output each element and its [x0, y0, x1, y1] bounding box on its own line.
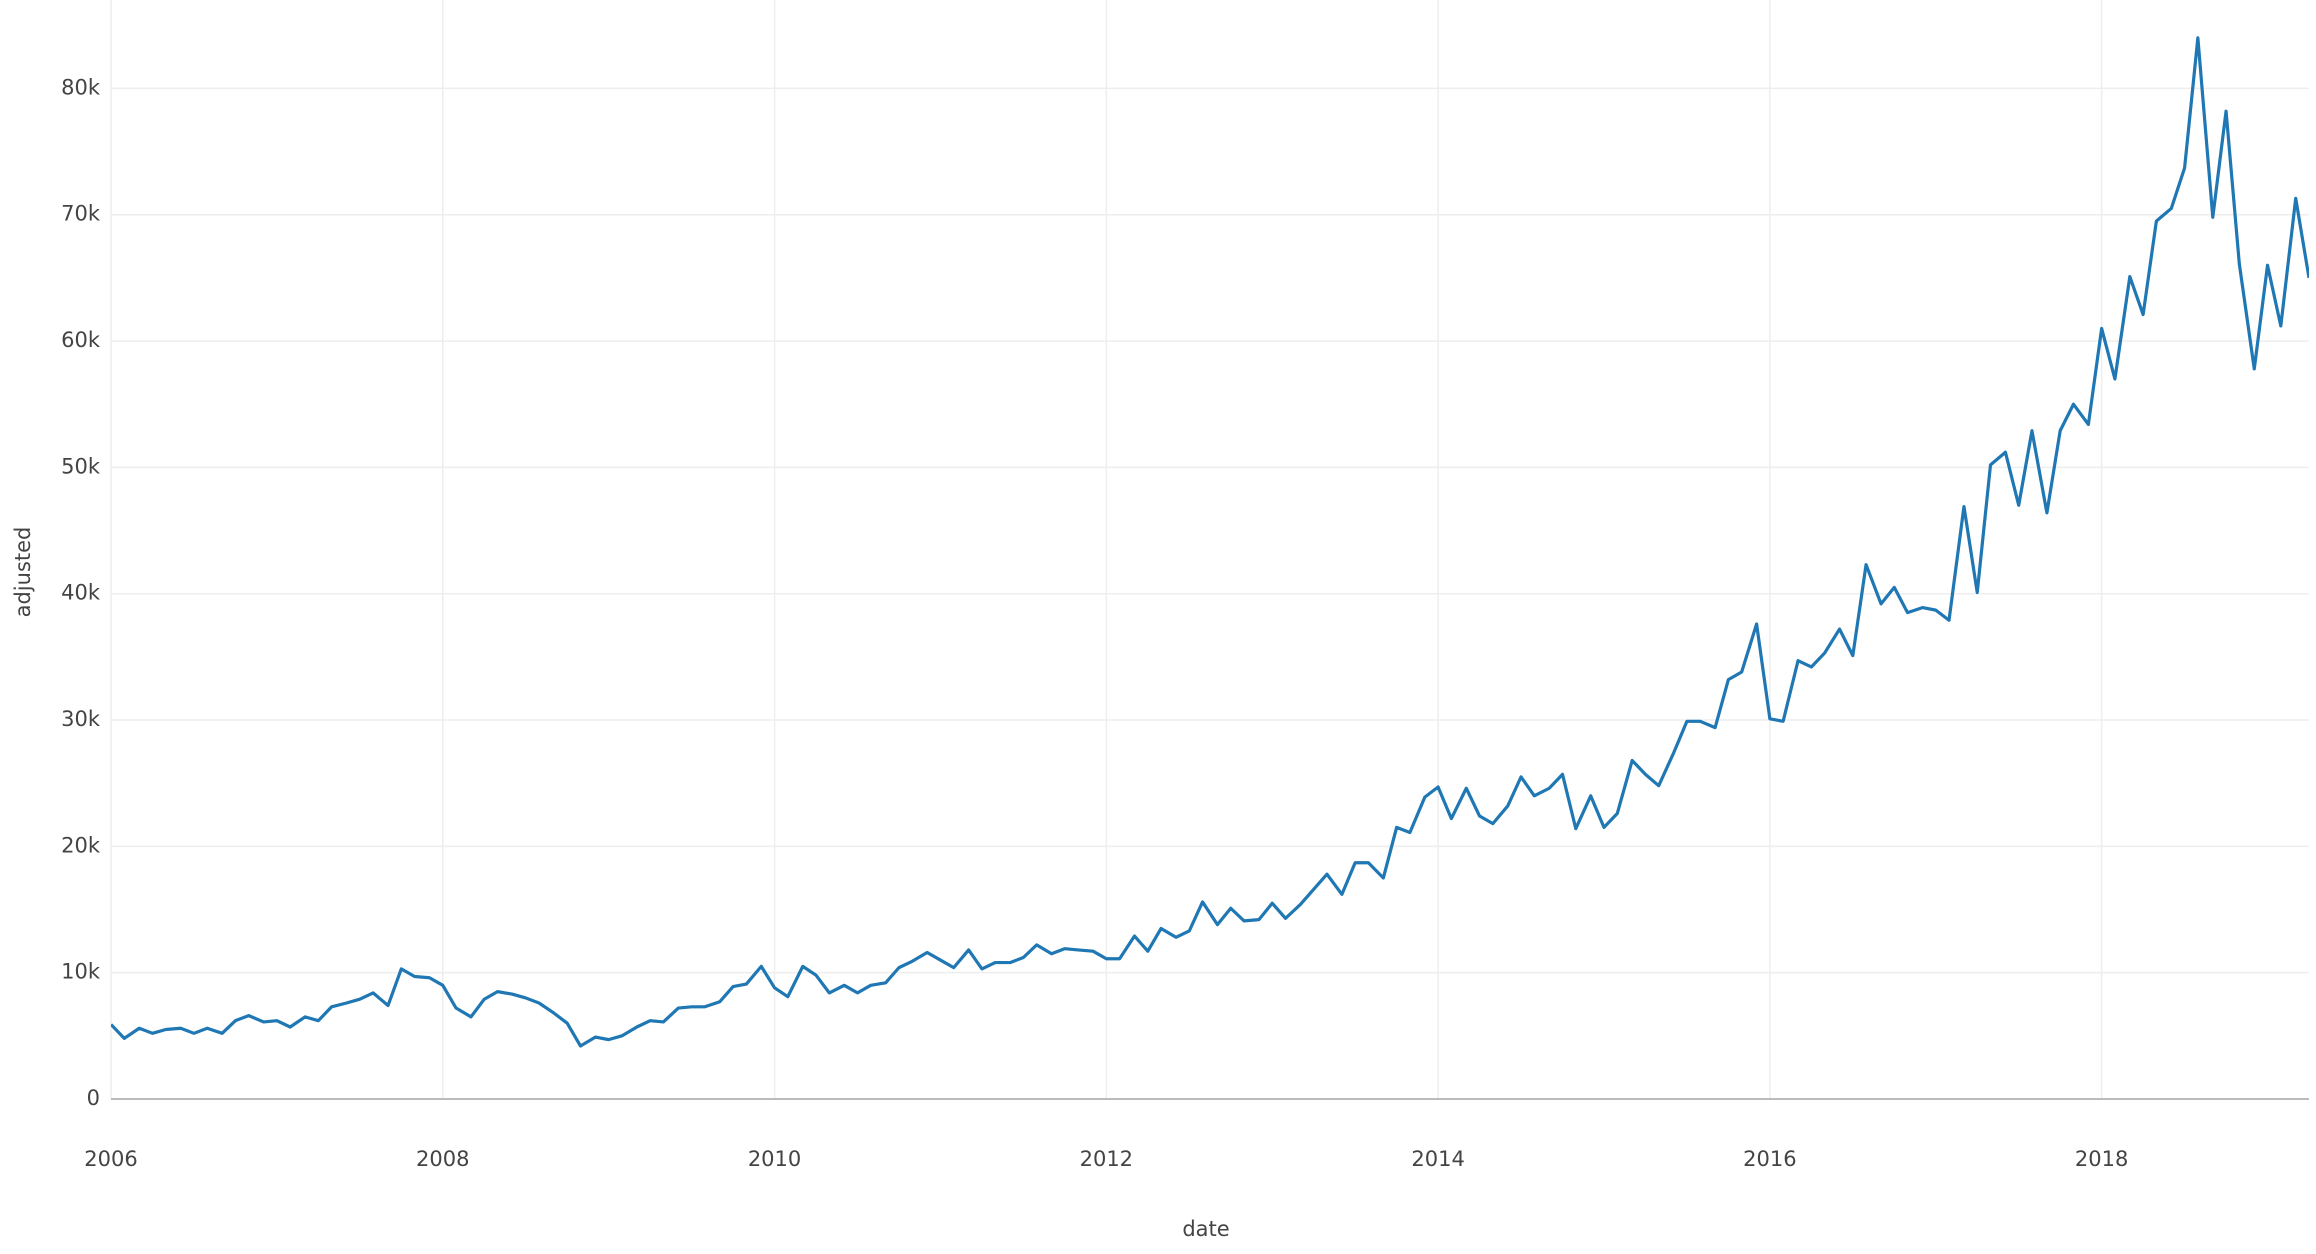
- y-tick-label: 80k: [61, 75, 101, 99]
- y-tick-label: 40k: [61, 581, 101, 605]
- y-tick-label: 30k: [61, 707, 101, 731]
- x-axis-title: date: [1182, 1217, 1229, 1241]
- y-tick-label: 50k: [61, 454, 101, 478]
- y-tick-label: 0: [87, 1086, 100, 1110]
- x-tick-label: 2012: [1080, 1147, 1133, 1171]
- x-tick-label: 2006: [84, 1147, 137, 1171]
- data-line: [111, 36, 2309, 1048]
- grid: [110, 0, 2309, 1100]
- x-tick-label: 2008: [416, 1147, 469, 1171]
- plot-area: [111, 36, 2309, 1048]
- y-tick-label: 60k: [61, 328, 101, 352]
- x-tick-label: 2016: [1743, 1147, 1796, 1171]
- y-tick-label: 20k: [61, 833, 101, 857]
- y-tick-label: 70k: [61, 202, 101, 226]
- y-axis-title: adjusted: [11, 527, 35, 618]
- x-tick-label: 2014: [1411, 1147, 1464, 1171]
- x-tick-label: 2018: [2075, 1147, 2128, 1171]
- x-tick-label: 2010: [748, 1147, 801, 1171]
- y-tick-label: 10k: [61, 960, 101, 984]
